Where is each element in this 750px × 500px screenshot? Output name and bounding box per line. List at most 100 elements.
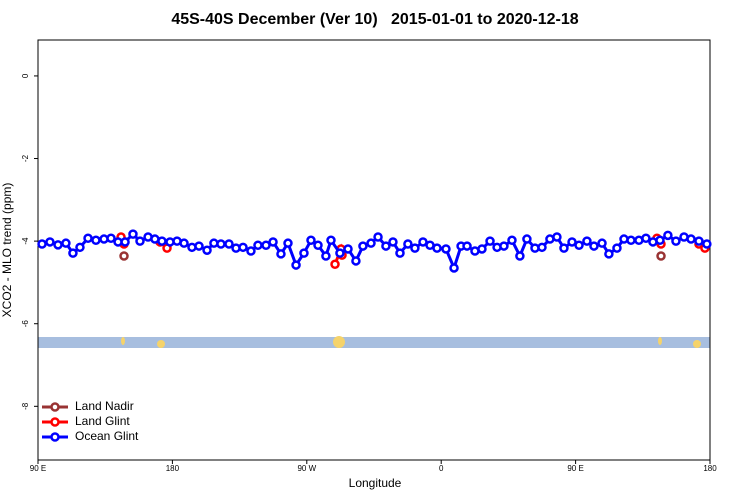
point — [291, 260, 301, 270]
point — [485, 236, 495, 246]
point — [106, 233, 116, 243]
point — [157, 236, 167, 246]
point — [641, 233, 651, 243]
point — [53, 240, 63, 250]
point — [410, 243, 420, 253]
point — [120, 237, 130, 247]
y-axis-label: XCO2 - MLO trend (ppm) — [0, 183, 14, 318]
point — [194, 241, 204, 251]
point — [37, 239, 47, 249]
x-tick-label: 90 E — [567, 464, 583, 473]
point — [135, 236, 145, 246]
point — [246, 246, 256, 256]
point — [477, 244, 487, 254]
land — [658, 337, 662, 345]
legend-marker — [50, 402, 60, 412]
point — [299, 248, 309, 258]
point — [381, 241, 391, 251]
legend-label: Land Glint — [75, 414, 130, 428]
ocean-band — [38, 337, 710, 348]
point — [559, 243, 569, 253]
y-tick-label: 0 — [21, 73, 30, 78]
land — [157, 340, 165, 348]
point — [604, 249, 614, 259]
point — [567, 237, 577, 247]
point — [499, 241, 509, 251]
x-tick-label: 90 E — [30, 464, 46, 473]
point — [582, 236, 592, 246]
point — [283, 238, 293, 248]
legend-marker — [50, 432, 60, 442]
point — [45, 237, 55, 247]
point — [694, 236, 704, 246]
y-tick-label: -2 — [21, 154, 30, 162]
point — [552, 232, 562, 242]
point — [238, 242, 248, 253]
point — [574, 240, 584, 251]
point — [702, 239, 712, 249]
point — [686, 234, 696, 244]
point — [326, 235, 336, 246]
point — [216, 239, 226, 249]
legend-marker — [50, 417, 60, 427]
chart-title: 45S-40S December (Ver 10) 2015-01-01 to … — [171, 11, 578, 28]
point — [179, 238, 189, 248]
x-tick-label: 0 — [439, 464, 444, 473]
point — [91, 235, 101, 246]
point — [343, 244, 353, 254]
point — [224, 239, 234, 249]
plot-frame — [37, 39, 711, 461]
point — [253, 240, 263, 251]
point — [358, 241, 368, 251]
point — [321, 251, 331, 261]
x-tick-label: 180 — [703, 464, 717, 473]
point — [432, 243, 442, 253]
point — [537, 242, 547, 253]
point — [589, 241, 599, 251]
point — [388, 237, 398, 247]
point — [128, 229, 138, 239]
point — [626, 235, 636, 246]
point — [522, 234, 532, 244]
x-axis-label: Longitude — [349, 476, 402, 490]
map-strip — [38, 336, 710, 348]
point — [351, 256, 361, 266]
point — [119, 251, 129, 261]
point — [306, 235, 316, 246]
point — [313, 240, 323, 251]
point — [335, 248, 345, 258]
point — [612, 243, 622, 253]
point — [373, 232, 383, 242]
point — [330, 259, 340, 269]
land — [121, 337, 125, 345]
point — [418, 237, 428, 247]
y-tick-label: -8 — [21, 402, 30, 410]
point — [68, 248, 78, 258]
point — [276, 249, 286, 259]
point — [663, 230, 673, 241]
y-tick-label: -6 — [21, 320, 30, 328]
point — [462, 241, 472, 251]
point — [75, 242, 85, 253]
x-tick-label: 90 W — [297, 464, 316, 473]
point — [671, 236, 681, 246]
legend-label: Land Nadir — [75, 399, 134, 413]
point — [268, 237, 278, 247]
point — [261, 240, 271, 251]
point — [366, 238, 376, 248]
point — [597, 238, 607, 248]
point — [655, 235, 665, 246]
point — [83, 233, 93, 243]
land — [693, 340, 701, 348]
y-tick-label: -4 — [21, 237, 30, 245]
legend-label: Ocean Glint — [75, 429, 139, 443]
land — [333, 336, 345, 348]
point — [61, 238, 71, 248]
x-tick-label: 180 — [166, 464, 180, 473]
point — [403, 239, 413, 249]
point — [515, 251, 525, 261]
point — [507, 235, 517, 246]
point — [441, 244, 451, 254]
